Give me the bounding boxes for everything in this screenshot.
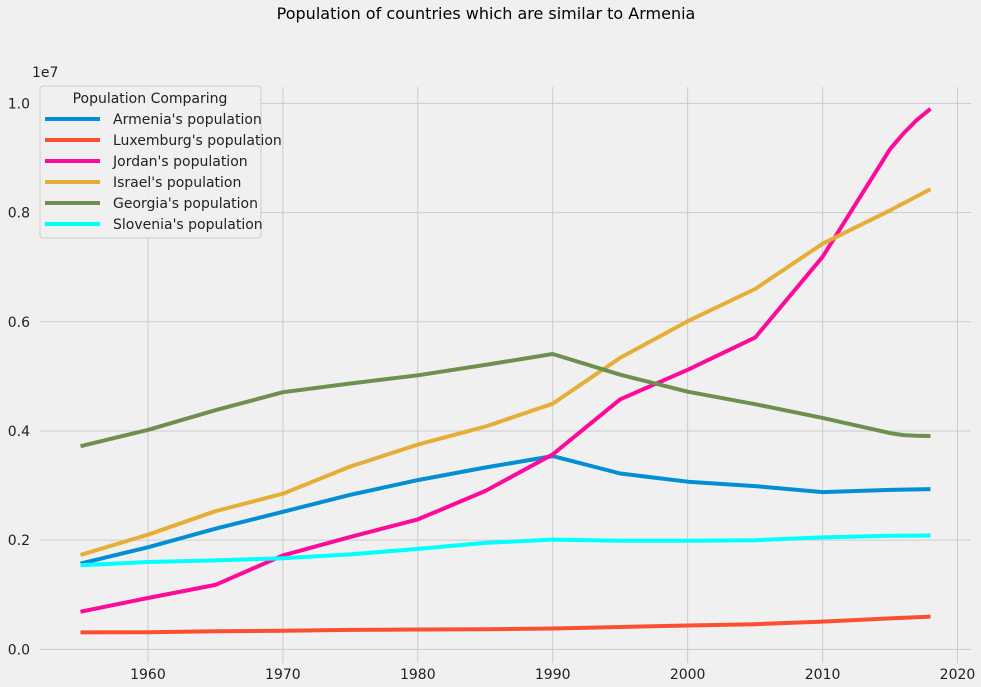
tick-labels: 1960 1970 1980 1990 2000 2010 2020 0.0 0.2 0.4 0.6…: [8, 96, 976, 683]
x-tick-label: 1960: [130, 667, 166, 683]
legend-label: Slovenia's population: [113, 217, 263, 233]
legend-box: [39, 85, 262, 239]
series-lines: [79, 107, 932, 635]
y-tick-label: 0.0: [8, 642, 30, 658]
series-line: [80, 454, 931, 566]
legend-title: Population Comparing: [73, 91, 228, 107]
y-offset-label: 1e7: [32, 65, 58, 81]
legend-label: Armenia's population: [113, 112, 262, 128]
series-line: [80, 533, 931, 568]
chart-title: Population of countries which are simila…: [276, 4, 696, 23]
legend-label: Luxemburg's population: [113, 133, 282, 149]
x-tick-label: 2020: [940, 667, 976, 683]
series-line: [80, 614, 931, 635]
series-line: [80, 352, 931, 449]
legend-label: Georgia's population: [113, 196, 258, 212]
x-tick-label: 1970: [265, 667, 301, 683]
y-tick-label: 0.8: [8, 206, 30, 222]
x-tick-label: 1990: [535, 667, 571, 683]
y-tick-label: 1.0: [8, 96, 30, 112]
x-tick-label: 2000: [670, 667, 706, 683]
y-tick-label: 0.4: [8, 424, 30, 440]
series-line: [79, 187, 932, 557]
legend: Population Comparing Armenia's population…: [39, 85, 282, 239]
x-tick-label: 2010: [805, 667, 841, 683]
x-tick-label: 1980: [400, 667, 436, 683]
legend-label: Israel's population: [113, 175, 241, 191]
series-line: [80, 107, 932, 614]
y-tick-label: 0.6: [8, 315, 30, 331]
y-tick-label: 0.2: [8, 533, 30, 549]
legend-label: Jordan's population: [112, 154, 248, 170]
